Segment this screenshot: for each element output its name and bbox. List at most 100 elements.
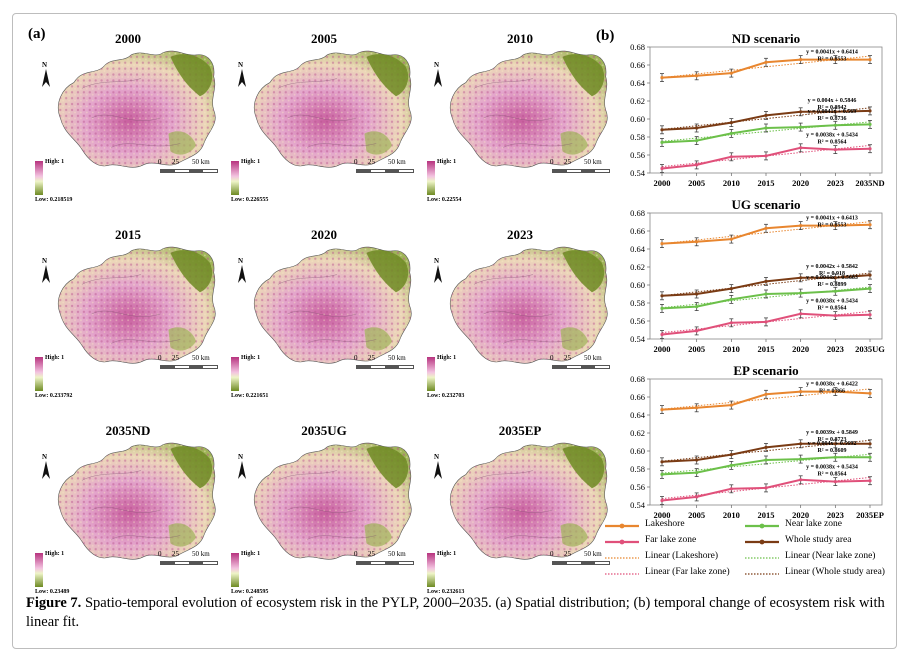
- scale-bar: 0 25 50 km: [550, 550, 612, 570]
- fit-r2: R² = 0.8564: [817, 471, 846, 477]
- data-point: [833, 276, 837, 280]
- data-point: [764, 292, 768, 296]
- data-point: [868, 479, 872, 483]
- data-point: [868, 122, 872, 126]
- scale-label: 25: [172, 354, 179, 362]
- scale-label: 50 km: [192, 354, 210, 362]
- fit-equation: y = 0.0041x + 0.6414: [806, 50, 858, 56]
- fit-equation: y = 0.0042x + 0.5842: [806, 264, 858, 270]
- fit-equation: y = 0.0039x + 0.5849: [806, 430, 858, 436]
- scale-label: 25: [564, 550, 571, 558]
- data-point: [764, 445, 768, 449]
- scale-label: 0: [158, 550, 162, 558]
- north-arrow-icon: N: [235, 257, 249, 287]
- y-tick-label: 0.60: [630, 114, 645, 124]
- data-point: [868, 147, 872, 151]
- data-point: [799, 312, 803, 316]
- caption-label: Figure 7.: [26, 595, 82, 611]
- risk-color-ramp: [231, 161, 239, 195]
- data-point: [660, 128, 664, 132]
- legend-low-label: Low: 0.232703: [427, 393, 465, 399]
- data-point: [833, 390, 837, 394]
- legend-swatch: [745, 523, 779, 529]
- legend-low-label: Low: 0.248595: [231, 589, 269, 595]
- legend-label: Linear (Lakeshore): [645, 551, 719, 561]
- line-chart: UG scenario 0.54 0.56 0.58 0.60 0.62 0.64 0.66 0…: [610, 199, 890, 364]
- legend-swatch: [605, 573, 639, 575]
- north-arrow-icon: N: [431, 61, 445, 91]
- data-point: [833, 314, 837, 318]
- data-point: [729, 463, 733, 467]
- y-tick-label: 0.56: [630, 150, 645, 160]
- data-point: [764, 392, 768, 396]
- legend-high-label: High: 1: [437, 355, 457, 361]
- fit-r2: R² = 0.8609: [817, 448, 846, 454]
- legend-swatch: [745, 557, 779, 559]
- legend-swatch: [605, 557, 639, 559]
- fit-equation: y = 0.0038x + 0.5434: [806, 298, 858, 304]
- legend-label: Near lake zone: [785, 519, 842, 529]
- legend-swatch: [745, 539, 779, 545]
- map-title: 2035ND: [105, 423, 151, 438]
- x-tick-label: 2035EP: [856, 510, 884, 520]
- data-point: [729, 321, 733, 325]
- data-point: [799, 457, 803, 461]
- data-point: [868, 313, 872, 317]
- data-point: [764, 226, 768, 230]
- legend-high-label: High: 1: [437, 551, 457, 557]
- map-panel: 2015 N: [33, 227, 223, 404]
- scale-label: 50 km: [584, 354, 602, 362]
- data-point: [695, 305, 699, 309]
- data-point: [729, 297, 733, 301]
- data-point: [729, 131, 733, 135]
- data-point: [764, 320, 768, 324]
- data-point: [729, 287, 733, 291]
- data-point: [729, 453, 733, 457]
- x-tick-label: 2010: [723, 344, 740, 354]
- data-point: [660, 166, 664, 171]
- legend-label: Linear (Near lake zone): [785, 551, 876, 561]
- data-point: [660, 408, 664, 412]
- scale-label: 0: [354, 354, 358, 362]
- x-tick-label: 2000: [654, 344, 671, 354]
- panel-b-label: (b): [596, 28, 615, 44]
- x-tick-label: 2023: [827, 178, 844, 188]
- y-tick-label: 0.64: [630, 244, 646, 254]
- scale-bar: 0 25 50 km: [550, 354, 612, 374]
- y-tick-label: 0.58: [630, 464, 645, 474]
- data-point: [764, 126, 768, 130]
- line-chart: ND scenario 0.54 0.56 0.58 0.60 0.62 0.64 0.66 0…: [610, 33, 890, 198]
- legend-label: Linear (Far lake zone): [645, 567, 730, 577]
- legend-high-label: High: 1: [45, 551, 65, 557]
- figure-caption: Figure 7. Spatio-temporal evolution of e…: [26, 594, 886, 632]
- x-tick-label: 2005: [688, 344, 705, 354]
- scale-bar: 0 25 50 km: [354, 354, 416, 374]
- fit-r2: R² = 0.8553: [817, 57, 846, 63]
- figure-frame: [12, 13, 897, 649]
- legend-label: Whole study area: [785, 535, 852, 545]
- data-point: [764, 113, 768, 117]
- data-point: [695, 126, 699, 130]
- map-title: 2005: [311, 31, 337, 46]
- data-point: [833, 58, 837, 62]
- data-point: [833, 110, 837, 114]
- x-tick-label: 2005: [688, 510, 705, 520]
- legend-label: Linear (Whole study area): [785, 567, 885, 577]
- y-tick-label: 0.68: [630, 42, 645, 52]
- y-tick-label: 0.62: [630, 428, 645, 438]
- x-tick-label: 2035ND: [855, 178, 884, 188]
- line-chart: EP scenario 0.54 0.56 0.58 0.60 0.62 0.64 0.66 0…: [610, 365, 890, 530]
- fit-r2: R² = 0.918: [819, 271, 845, 277]
- risk-map-shape: [253, 246, 412, 364]
- north-arrow-icon: N: [39, 453, 53, 483]
- x-tick-label: 2010: [723, 178, 740, 188]
- scale-label: 50 km: [388, 158, 406, 166]
- data-point: [868, 58, 872, 62]
- legend-swatch: [745, 573, 779, 575]
- data-point: [695, 74, 699, 78]
- legend-high-label: High: 1: [437, 159, 457, 165]
- fit-equation: y = 0.0038x + 0.6422: [806, 382, 858, 388]
- data-point: [833, 455, 837, 459]
- north-arrow-icon: N: [431, 257, 445, 287]
- risk-map-shape: [57, 50, 216, 168]
